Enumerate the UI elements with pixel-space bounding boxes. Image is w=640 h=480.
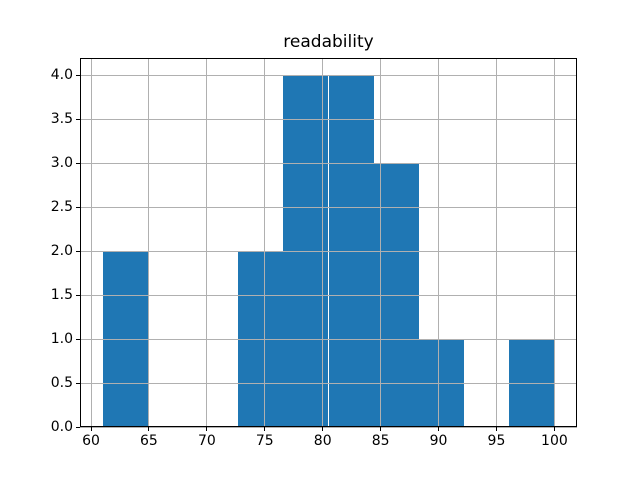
grid-line-vertical [206, 58, 208, 427]
y-tick-label: 0.0 [50, 418, 73, 435]
x-tick-label: 75 [255, 433, 274, 449]
grid-line-vertical [495, 58, 497, 427]
grid-line-horizontal [80, 382, 577, 384]
grid-line-horizontal [80, 75, 577, 77]
y-tick-mark [76, 382, 80, 384]
x-tick-label: 70 [197, 433, 216, 449]
y-tick-label: 2.0 [50, 242, 73, 259]
x-tick-label: 60 [82, 433, 100, 449]
grid-line-horizontal [80, 426, 577, 428]
y-tick-label: 2.5 [50, 198, 73, 215]
grid-line-vertical [322, 58, 324, 427]
x-tick-mark [264, 427, 266, 431]
y-tick-label: 1.0 [50, 330, 73, 347]
y-tick-mark [76, 426, 80, 428]
grid-line-horizontal [80, 294, 577, 296]
y-tick-mark [76, 119, 80, 120]
y-tick-mark [76, 75, 80, 77]
grid-line-vertical [148, 58, 150, 427]
y-tick-label: 4.0 [50, 67, 73, 84]
grid-line-vertical [553, 58, 555, 427]
x-tick-label: 95 [487, 433, 506, 449]
grid-line-vertical [438, 58, 440, 427]
x-tick-label: 85 [371, 433, 390, 449]
y-tick-label: 0.5 [50, 374, 73, 391]
x-tick-mark [438, 427, 440, 431]
x-tick-label: 90 [429, 433, 448, 449]
x-tick-label: 80 [313, 433, 332, 449]
grid-line-horizontal [80, 338, 577, 340]
grid-layer [80, 58, 577, 428]
y-tick-mark [76, 294, 80, 296]
y-tick-mark [76, 338, 80, 340]
grid-line-horizontal [80, 206, 577, 208]
plot-area: 60 65 70 75 80 85 90 95 100 0.0 0.5 1.0 1.5 2.0 2.5 3.0… [51, 58, 577, 449]
x-tick-mark [553, 427, 555, 431]
x-tick-mark [90, 427, 92, 431]
grid-line-vertical [90, 58, 92, 427]
x-tick-mark [206, 427, 208, 431]
grid-line-horizontal [80, 250, 577, 252]
x-tick-mark [380, 427, 382, 431]
x-tick-label: 100 [541, 433, 568, 449]
y-tick-mark [76, 206, 80, 208]
ticks-layer: 60 65 70 75 80 85 90 95 100 0.0 0.5 1.0 1.5 2.0 2.5 3.0… [51, 58, 577, 449]
grid-line-vertical [264, 58, 266, 427]
y-tick-mark [76, 162, 80, 164]
y-tick-label: 3.5 [50, 111, 73, 127]
grid-line-vertical [380, 58, 382, 427]
y-tick-mark [76, 250, 80, 252]
chart-title: readability [283, 32, 374, 52]
grid-line-horizontal [80, 119, 577, 120]
y-tick-label: 3.0 [50, 154, 73, 171]
x-tick-mark [495, 427, 497, 431]
y-tick-label: 1.5 [50, 286, 73, 303]
x-tick-mark [322, 427, 324, 431]
x-tick-mark [148, 427, 150, 431]
x-tick-label: 65 [140, 433, 158, 449]
grid-line-horizontal [80, 162, 577, 164]
